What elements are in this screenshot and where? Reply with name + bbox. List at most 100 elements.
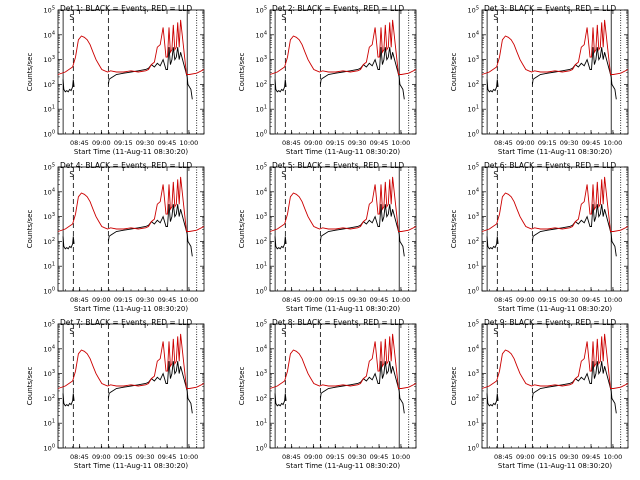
y-tick-label: 104 [44,30,55,39]
chart-title: Det 8: BLACK = Events, RED = LLD [272,318,404,327]
x-tick-label: 09:00 [304,296,323,304]
x-tick-label: 09:30 [560,296,579,304]
x-tick-label: 10:00 [604,296,623,304]
chart-panel-det-5: Det 5: BLACK = Events, RED = LLD 100 101 10… [238,161,417,313]
marker-label: S [281,170,286,179]
y-tick-label: 104 [44,187,55,196]
x-tick-label: 09:45 [582,139,601,147]
chart-title: Det 4: BLACK = Events, RED = LLD [60,161,192,170]
x-tick-label: 09:30 [348,139,367,147]
x-axis-label: Start Time (11-Aug-11 08:30:20) [286,148,400,156]
y-tick-label: 103 [468,212,479,221]
y-tick-label: 104 [468,187,479,196]
series-line-lld [481,176,629,232]
marker-label: S [493,13,498,22]
x-tick-label: 10:00 [604,453,623,461]
x-tick-label: 09:30 [136,296,155,304]
x-tick-label: 09:45 [158,296,177,304]
y-tick-label: 100 [256,130,267,139]
x-tick-label: 09:15 [114,139,133,147]
series-line-events [62,236,75,250]
series-line-events [107,361,193,414]
series-line-events [531,361,617,414]
series-line-events [107,204,193,257]
x-tick-label: 08:45 [494,453,513,461]
x-axis-label: Start Time (11-Aug-11 08:30:20) [498,148,612,156]
chart-title: Det 3: BLACK = Events, RED = LLD [484,4,616,13]
chart-title: Det 1: BLACK = Events, RED = LLD [60,4,192,13]
y-tick-label: 101 [256,105,267,114]
x-tick-label: 09:15 [326,453,345,461]
y-tick-label: 101 [256,262,267,271]
y-tick-label: 100 [468,444,479,453]
series-line-events [486,79,499,93]
series-line-lld [481,333,629,389]
x-tick-label: 09:00 [92,139,111,147]
y-tick-label: 101 [468,105,479,114]
chart-panel-det-4: Det 4: BLACK = Events, RED = LLD 100 101 10… [26,161,205,313]
x-tick-label: 09:00 [304,139,323,147]
series-line-lld [481,19,629,75]
y-tick-label: 105 [468,163,479,172]
x-tick-label: 09:00 [516,139,535,147]
x-tick-label: 09:15 [538,296,557,304]
y-tick-label: 104 [468,30,479,39]
series-line-events [274,79,287,93]
y-tick-label: 103 [256,369,267,378]
x-tick-label: 09:30 [136,139,155,147]
chart-panel-det-3: Det 3: BLACK = Events, RED = LLD 100 101 10… [450,4,629,156]
x-axis-label: Start Time (11-Aug-11 08:30:20) [74,305,188,313]
y-tick-label: 101 [256,419,267,428]
chart-panel-det-6: Det 6: BLACK = Events, RED = LLD 100 101 10… [450,161,629,313]
y-tick-label: 105 [256,320,267,329]
chart-panel-det-8: Det 8: BLACK = Events, RED = LLD 100 101 10… [238,318,417,470]
chart-title: Det 5: BLACK = Events, RED = LLD [272,161,404,170]
y-tick-label: 103 [44,212,55,221]
y-tick-label: 100 [44,130,55,139]
x-axis-label: Start Time (11-Aug-11 08:30:20) [74,462,188,470]
chart-title: Det 7: BLACK = Events, RED = LLD [60,318,192,327]
y-axis-label: Counts/sec [450,210,458,249]
series-line-events [319,204,405,257]
y-tick-label: 101 [44,262,55,271]
y-tick-label: 105 [468,320,479,329]
series-line-events [107,47,193,100]
y-tick-label: 102 [256,80,267,89]
marker-label: S [69,327,74,336]
y-axis-label: Counts/sec [238,53,246,92]
y-axis-label: Counts/sec [238,210,246,249]
series-line-events [62,393,75,407]
y-tick-label: 105 [44,6,55,15]
y-tick-label: 102 [44,237,55,246]
x-tick-label: 09:15 [538,453,557,461]
y-tick-label: 103 [256,212,267,221]
x-axis-label: Start Time (11-Aug-11 08:30:20) [286,462,400,470]
x-tick-label: 09:15 [326,139,345,147]
y-tick-label: 101 [44,105,55,114]
x-axis-label: Start Time (11-Aug-11 08:30:20) [498,462,612,470]
y-tick-label: 105 [44,163,55,172]
y-axis-label: Counts/sec [238,367,246,406]
y-axis-label: Counts/sec [450,367,458,406]
x-tick-label: 10:00 [392,139,411,147]
y-tick-label: 104 [256,344,267,353]
y-tick-label: 104 [256,30,267,39]
y-tick-label: 102 [44,80,55,89]
y-tick-label: 100 [468,130,479,139]
y-tick-label: 104 [256,187,267,196]
x-tick-label: 10:00 [180,139,199,147]
y-tick-label: 101 [44,419,55,428]
chart-title: Det 9: BLACK = Events, RED = LLD [484,318,616,327]
y-tick-label: 103 [44,369,55,378]
y-tick-label: 100 [44,287,55,296]
y-tick-label: 100 [256,287,267,296]
y-tick-label: 105 [468,6,479,15]
x-tick-label: 09:00 [516,453,535,461]
x-tick-label: 08:45 [70,296,89,304]
y-tick-label: 105 [256,163,267,172]
marker-label: S [493,327,498,336]
series-line-events [274,393,287,407]
chart-panel-det-9: Det 9: BLACK = Events, RED = LLD 100 101 10… [450,318,629,470]
x-tick-label: 09:30 [560,453,579,461]
